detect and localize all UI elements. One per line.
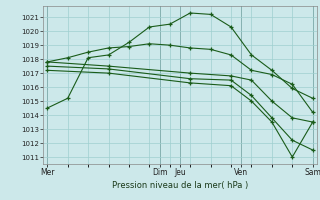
X-axis label: Pression niveau de la mer( hPa ): Pression niveau de la mer( hPa ) (112, 181, 248, 190)
